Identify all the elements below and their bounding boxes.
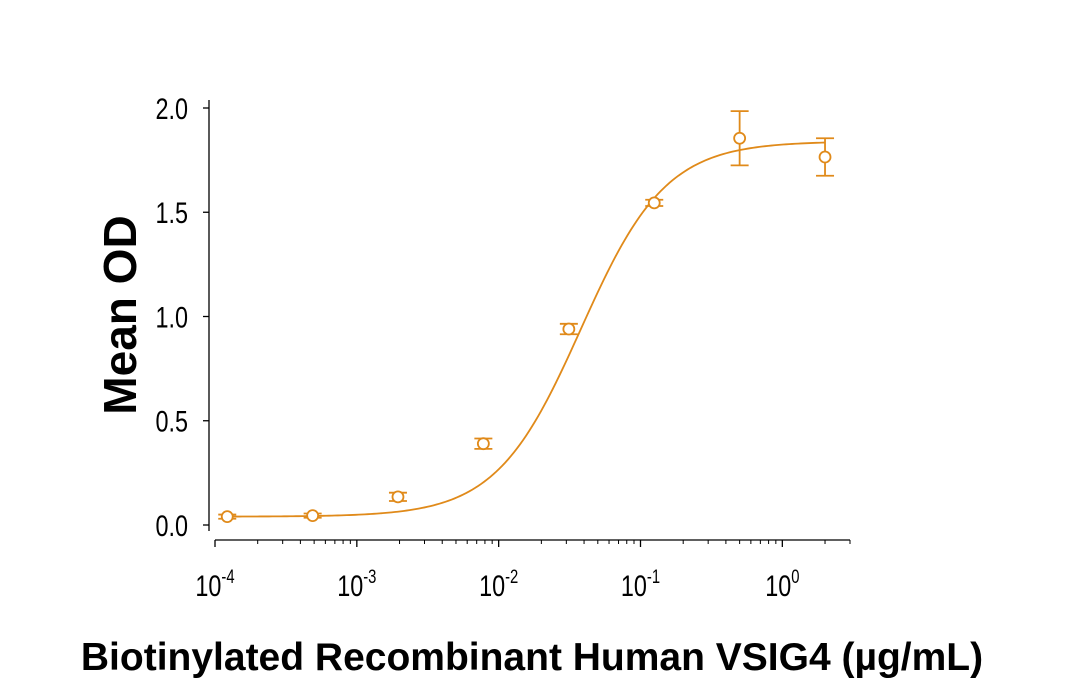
y-axis-label: Mean OD (94, 215, 146, 415)
x-tick-label-base: 10 (621, 569, 647, 602)
data-point (647, 196, 661, 210)
y-tick-label: 0.5 (155, 405, 188, 438)
x-tick-label-base: 10 (195, 569, 221, 602)
x-tick-label-exponent: -3 (363, 566, 376, 587)
data-point (306, 509, 320, 523)
x-tick-label-exponent: -1 (647, 566, 660, 587)
data-point-group (559, 322, 578, 336)
data-point (733, 131, 747, 145)
x-tick-label-base: 10 (479, 569, 505, 602)
y-tick-label: 1.0 (155, 301, 188, 334)
x-tick-label: 10-3 (337, 566, 376, 602)
data-point-group (218, 510, 237, 524)
data-point (562, 322, 576, 336)
y-tick-label: 1.5 (155, 196, 188, 229)
x-tick-label: 10-4 (195, 566, 234, 602)
x-tick-label-base: 10 (765, 569, 791, 602)
x-tick-label-exponent: -2 (505, 566, 518, 587)
x-tick-label-exponent: -4 (221, 566, 234, 587)
data-point-group (474, 437, 493, 451)
fit-curve (227, 141, 826, 518)
data-point-group (303, 509, 322, 523)
x-tick-label-base: 10 (337, 569, 363, 602)
x-axis-label: Biotinylated Recombinant Human VSIG4 (µg… (80, 636, 984, 679)
x-tick-label-exponent: 0 (791, 566, 799, 587)
x-tick-label: 10-1 (621, 566, 660, 602)
y-tick-label: 2.0 (155, 92, 188, 125)
data-point (220, 510, 234, 524)
data-point-group (816, 137, 835, 177)
data-point-group (730, 110, 749, 167)
data-point (818, 150, 832, 164)
x-tick-label: 10-2 (479, 566, 518, 602)
data-point (391, 490, 405, 504)
x-tick-label: 100 (765, 566, 799, 602)
data-point (476, 437, 490, 451)
data-point-group (388, 490, 407, 504)
y-tick-label: 0.0 (155, 509, 188, 542)
data-point-group (645, 196, 664, 210)
